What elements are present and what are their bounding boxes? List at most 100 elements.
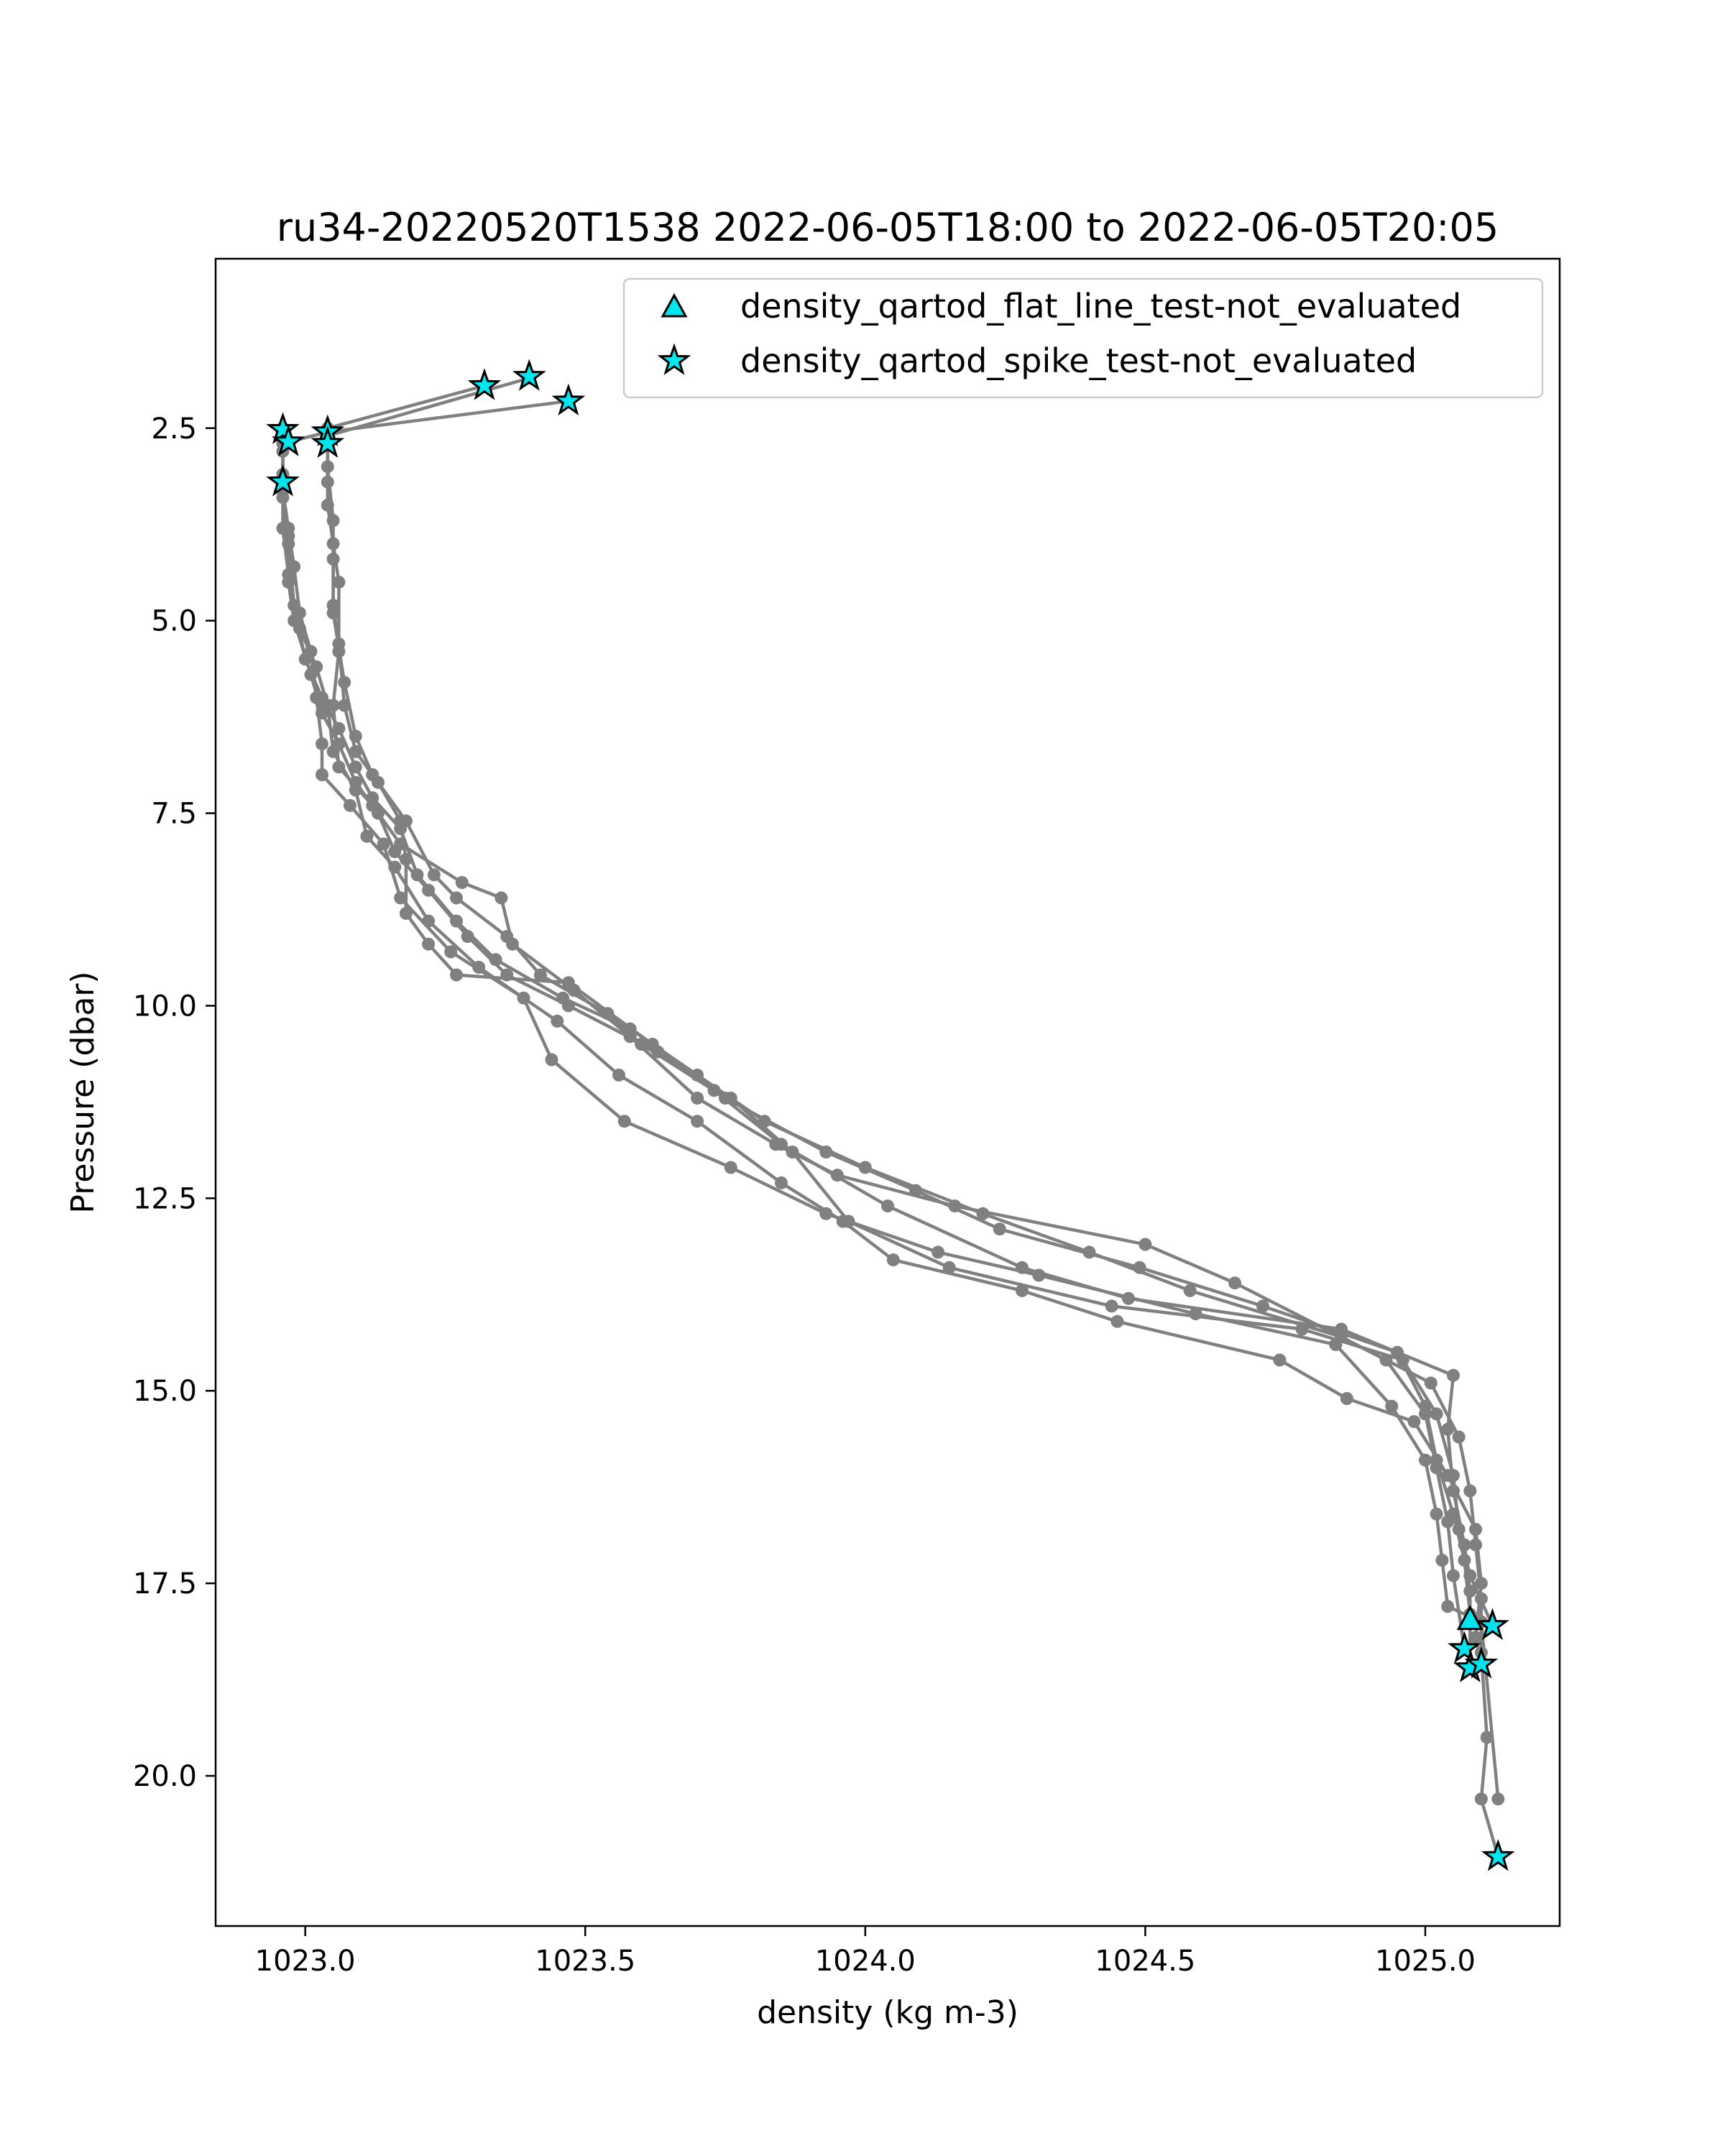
data-point <box>326 514 340 528</box>
data-point <box>422 937 436 951</box>
data-point <box>1458 1554 1471 1567</box>
data-point <box>1452 1523 1466 1537</box>
data-point <box>1419 1453 1432 1467</box>
data-point <box>545 1053 558 1067</box>
data-point <box>601 1007 615 1021</box>
x-tick-label: 1023.5 <box>535 1945 635 1978</box>
data-point <box>394 891 408 905</box>
data-point <box>321 498 334 512</box>
data-point <box>316 737 328 751</box>
data-point <box>1447 1484 1460 1498</box>
data-point <box>332 645 346 658</box>
data-point <box>1469 1523 1483 1537</box>
data-point <box>1122 1291 1135 1305</box>
data-point <box>366 791 380 805</box>
profile-line-7 <box>281 489 1500 1800</box>
data-point <box>1082 1245 1096 1259</box>
data-point <box>394 822 408 835</box>
data-point <box>282 522 295 535</box>
data-point <box>1385 1399 1399 1413</box>
data-point <box>332 760 346 774</box>
data-point <box>993 1222 1006 1236</box>
y-tick-label: 2.5 <box>151 413 197 446</box>
profile-line-6 <box>281 451 1500 1858</box>
legend-box <box>622 277 1544 399</box>
data-point <box>332 576 346 589</box>
data-point <box>651 1045 665 1059</box>
data-point <box>724 1161 737 1174</box>
y-tick-label: 17.5 <box>133 1567 197 1600</box>
profile-points <box>276 372 1505 1864</box>
data-point <box>1110 1314 1124 1328</box>
data-point <box>533 968 547 982</box>
data-point <box>819 1207 833 1220</box>
data-point <box>1469 1538 1483 1552</box>
profile-line-5 <box>281 428 1484 1665</box>
data-point <box>372 806 385 820</box>
data-point <box>719 1092 732 1105</box>
data-point <box>410 868 424 882</box>
data-point <box>1480 1731 1494 1744</box>
data-point <box>1430 1407 1443 1421</box>
y-tick-label: 7.5 <box>151 798 197 831</box>
data-point <box>310 660 323 673</box>
data-point <box>293 606 306 619</box>
data-point <box>326 606 340 619</box>
chart-title: ru34-20220520T1538 2022-06-05T18:00 to 2… <box>277 205 1499 250</box>
data-point <box>1105 1299 1118 1313</box>
data-point <box>758 1115 771 1128</box>
data-point <box>310 691 323 704</box>
data-point <box>326 552 340 566</box>
x-axis-label: density (kg m-3) <box>757 1994 1018 2031</box>
y-tick-label: 15.0 <box>133 1375 197 1408</box>
data-point <box>427 868 441 882</box>
data-point <box>1016 1261 1029 1274</box>
data-point <box>444 945 458 959</box>
spike-flag-marker <box>271 424 305 456</box>
data-point <box>858 1161 872 1174</box>
data-point <box>556 991 570 1005</box>
data-point <box>344 798 356 812</box>
data-point <box>1138 1238 1152 1251</box>
y-tick-label: 12.5 <box>133 1182 197 1215</box>
data-point <box>1407 1415 1421 1429</box>
data-point <box>769 1138 783 1151</box>
data-point <box>349 729 362 743</box>
data-point <box>1379 1353 1393 1367</box>
spike-flag-marker <box>1464 1646 1499 1679</box>
data-point <box>786 1146 799 1158</box>
legend: density_qartod_flat_line_test-not_evalua… <box>622 277 1544 399</box>
legend-label-spike: density_qartod_spike_test-not_evaluated <box>740 341 1417 380</box>
data-point <box>1452 1430 1466 1444</box>
data-point <box>691 1092 704 1105</box>
data-point <box>360 829 374 843</box>
data-point <box>707 1084 721 1097</box>
data-point <box>1295 1322 1309 1336</box>
spike-flag-marker <box>512 359 546 391</box>
x-axis-ticks: 1023.0 1023.5 1024.0 1024.5 1025.0 <box>255 1926 1476 1978</box>
data-point <box>1340 1392 1353 1405</box>
data-point <box>1183 1284 1197 1297</box>
data-point <box>326 745 340 758</box>
flag-markers <box>266 359 1515 1871</box>
data-point <box>422 914 436 928</box>
data-point <box>623 1022 637 1036</box>
y-tick-label: 5.0 <box>151 605 197 638</box>
data-point <box>909 1184 922 1197</box>
spike-flag-marker <box>1448 1631 1481 1664</box>
data-point <box>1447 1569 1460 1583</box>
data-point <box>455 876 469 889</box>
data-point <box>506 937 519 951</box>
data-point <box>942 1261 956 1274</box>
spike-flag-marker <box>1476 1608 1509 1641</box>
data-point <box>472 960 486 974</box>
spike-flag-marker <box>467 368 502 400</box>
profile-line-2 <box>326 376 1472 1621</box>
data-point <box>617 1115 631 1128</box>
plot-frame <box>214 257 1561 1927</box>
data-point <box>316 768 328 781</box>
data-point <box>326 537 340 550</box>
y-tick-label: 10.0 <box>133 990 197 1023</box>
flat-line-flag-marker <box>1456 1605 1484 1631</box>
